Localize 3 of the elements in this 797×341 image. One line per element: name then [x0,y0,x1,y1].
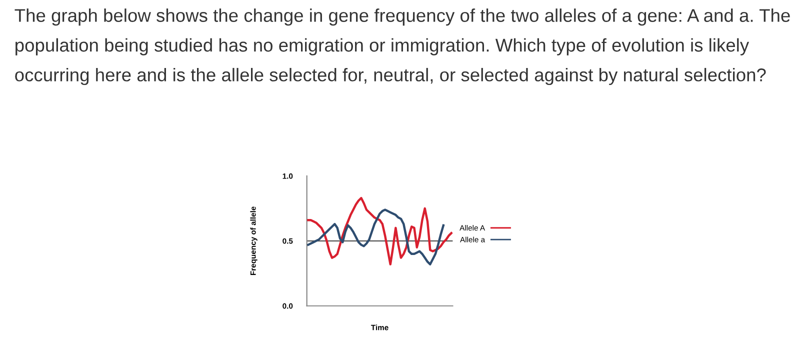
chart-title: The graph below shows the change in gene frequency of the two alleles of a gene: A and a. The population being studied has no emigration or immigration. Which type of evolution is likely occurring here and is the allele selected for, neutral, or selected against by natural selection? [14,8,790,86]
line-series [307,208,445,266]
line-series [307,196,452,266]
